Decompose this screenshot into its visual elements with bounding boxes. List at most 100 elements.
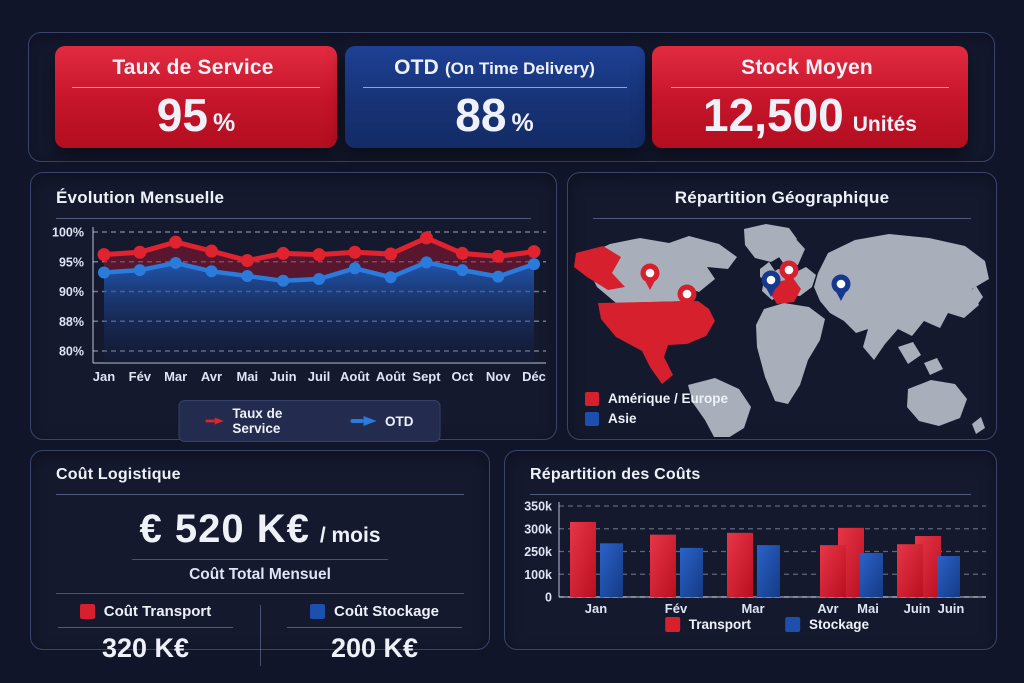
world-map [574,224,989,437]
repartition-geographique-panel: Répartition Géographique [567,172,997,440]
repartition-des-couts-panel: Répartition des Coûts 350k 300k 250k 100k 0 J… [504,450,997,650]
kpi-value-row: 12,500 Unités [703,92,917,138]
legend-label: Transport [688,617,751,632]
title-divider [593,218,971,219]
cost-vertical-divider [260,605,261,666]
kpi-value: 88 [455,89,507,141]
svg-text:Sept: Sept [412,369,441,384]
map-landmasses [586,224,989,437]
cost-total-row: € 520 K€ / mois [31,507,489,552]
legend-label: OTD [385,413,414,429]
kpi-unit: % [511,109,534,137]
svg-text:Avr: Avr [817,601,838,616]
svg-text:Juin: Juin [938,601,965,616]
svg-text:80%: 80% [59,345,84,359]
title-divider [56,494,464,495]
cost-items: Coût Transport 320 K€ Coût Stockage 200 … [31,603,489,666]
kpi-title-text: Stock Moyen [741,56,873,79]
kpi-card-stock-moyen: Stock Moyen 12,500 Unités [652,46,968,148]
kpi-title: Stock Moyen [741,56,879,80]
svg-text:350k: 350k [524,500,552,514]
kpi-value-row: 95% [157,92,235,138]
legend-label: Amérique / Europe [608,391,729,406]
red-square-icon [79,604,95,619]
legend-label: Taux de Service [232,406,283,436]
cost-item-stockage: Coût Stockage 200 K€ [260,603,489,664]
legend-item-stockage: Stockage [784,617,869,632]
svg-text:Fév: Fév [665,601,688,616]
svg-text:Avr: Avr [201,369,222,384]
kpi-title: OTD (On Time Delivery) [394,56,595,80]
svg-text:Nov: Nov [486,369,511,384]
kpi-card-otd: OTD (On Time Delivery) 88% [344,46,645,148]
legend-item-asie: Asie [585,411,728,426]
svg-text:Août: Août [376,369,406,384]
red-arrow-icon [205,417,224,425]
kpi-value: 95 [156,89,208,141]
kpi-divider [362,87,627,88]
bar-chart-legend: Transport Stockage [664,617,869,632]
cost-item-header: Coût Transport [79,603,212,620]
map-highlight-regions [574,246,801,384]
blue-square-icon [784,617,800,632]
blue-square-icon [309,604,325,619]
svg-text:Juin: Juin [904,601,931,616]
svg-text:0: 0 [545,591,552,605]
svg-text:Fév: Fév [129,369,152,384]
panel-title: Répartition des Coûts [530,466,701,483]
legend-label: Stockage [808,617,869,632]
title-divider [530,494,971,495]
svg-text:Jan: Jan [585,601,607,616]
svg-text:Mar: Mar [741,601,764,616]
cost-item-divider [287,627,462,628]
kpi-unit: Unités [852,113,917,136]
line-chart-legend: Taux de Service OTD [178,400,441,442]
cost-item-value: 320 K€ [101,633,190,663]
panel-title: Coût Logistique [56,466,181,483]
svg-text:Mai: Mai [236,369,258,384]
title-divider [56,218,531,219]
bar-chart: 350k 300k 250k 100k 0 Jan Fév Mar Avr Mai Juin Juin [524,500,986,616]
cost-item-divider [58,627,233,628]
legend-item-amerique-europe: Amérique / Europe [585,391,728,406]
map-pins [640,260,851,311]
kpi-subtitle-text: (On Time Delivery) [445,59,595,78]
svg-text:Jan: Jan [93,369,115,384]
kpi-row-panel: Taux de Service 95% OTD (On Time Delivery… [28,32,995,162]
cost-item-label: Coût Transport [103,603,212,620]
svg-text:Juin: Juin [270,369,297,384]
cost-total-value: € 520 K€ [139,507,310,551]
svg-text:Oct: Oct [451,369,473,384]
legend-item-transport: Transport [664,617,751,632]
panel-title: Évolution Mensuelle [56,188,225,207]
svg-text:Mai: Mai [857,601,879,616]
svg-text:Mar: Mar [164,369,187,384]
cost-item-header: Coût Stockage [309,603,439,620]
cost-divider [56,593,464,594]
blue-arrow-icon [350,416,376,426]
kpi-divider [71,87,321,88]
kpi-title-text: Taux de Service [112,56,274,79]
legend-label: Asie [608,411,637,426]
svg-text:Déc: Déc [522,369,546,384]
blue-square-icon [585,411,599,426]
map-legend: Amérique / Europe Asie [585,391,728,426]
panel-title: Répartition Géographique [674,188,890,207]
kpi-divider [670,87,950,88]
red-square-icon [585,391,599,406]
line-chart: 100% 95% 90% 88% 80% Jan Fév Mar Avr Mai Juin Juil A… [52,226,546,384]
cost-total-label: Coût Total Mensuel [189,566,331,583]
kpi-value: 12,500 [703,89,844,141]
cost-item-label: Coût Stockage [333,603,439,620]
legend-item-taux-de-service: Taux de Service [205,406,304,436]
cout-logistique-panel: Coût Logistique € 520 K€ / mois Coût Tot… [30,450,490,666]
svg-text:88%: 88% [59,315,84,329]
svg-text:90%: 90% [59,285,84,299]
kpi-title: Taux de Service [112,56,279,80]
red-square-icon [664,617,680,632]
kpi-unit: % [212,109,236,137]
evolution-mensuelle-panel: Évolution Mensuelle 100% 95% 90% 88% 80% Jan F… [30,172,557,442]
svg-text:250k: 250k [524,545,552,559]
kpi-value-row: 88% [455,92,533,138]
